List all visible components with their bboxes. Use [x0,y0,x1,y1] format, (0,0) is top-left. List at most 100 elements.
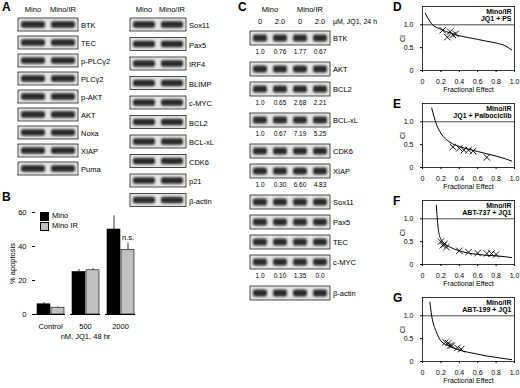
svg-text:µM, JQ1, 24 h: µM, JQ1, 24 h [333,18,377,26]
svg-text:Pax5: Pax5 [333,218,350,227]
svg-text:BTK: BTK [333,34,348,43]
svg-text:BCL-xL: BCL-xL [189,138,214,147]
svg-text:0: 0 [410,164,414,171]
svg-text:0.2: 0.2 [436,369,446,376]
svg-text:Fractional Effect: Fractional Effect [443,183,494,190]
svg-text:0.6: 0.6 [473,78,483,85]
svg-text:A: A [2,0,11,14]
svg-text:Mino: Mino [136,5,152,14]
svg-text:1.0: 1.0 [510,272,520,279]
svg-text:0.4: 0.4 [454,175,464,182]
svg-text:CI: CI [399,132,406,139]
svg-text:0.65: 0.65 [274,99,287,106]
svg-text:Control: Control [38,322,63,331]
svg-text:0: 0 [421,175,425,182]
svg-text:CDK6: CDK6 [333,147,353,156]
svg-text:2.0: 2.0 [275,17,285,26]
svg-text:Pax5: Pax5 [189,41,206,50]
svg-text:2000: 2000 [112,322,129,331]
svg-text:Mino/IRJQ1 + PS: Mino/IRJQ1 + PS [481,8,512,23]
svg-text:F: F [393,194,400,208]
svg-text:CI: CI [399,229,406,236]
svg-text:0.8: 0.8 [491,272,501,279]
svg-text:2.0: 2.0 [315,17,325,26]
svg-text:Fractional Effect: Fractional Effect [443,377,494,384]
svg-text:0: 0 [410,358,414,365]
svg-text:0.5: 0.5 [404,335,414,342]
svg-text:0.4: 0.4 [454,272,464,279]
svg-text:1.0: 1.0 [255,48,264,55]
svg-text:1.0: 1.0 [255,272,264,279]
svg-text:β-actin: β-actin [189,197,212,206]
svg-text:0.4: 0.4 [454,369,464,376]
svg-text:Puma: Puma [81,165,101,174]
svg-text:AKT: AKT [81,111,96,120]
svg-text:BLIMP: BLIMP [189,80,212,89]
svg-text:1.0: 1.0 [404,215,414,222]
svg-text:0: 0 [410,261,414,268]
svg-text:0.5: 0.5 [404,44,414,51]
svg-text:0.67: 0.67 [274,130,287,137]
svg-text:Sox11: Sox11 [333,198,354,207]
svg-text:B: B [2,190,11,204]
svg-text:nM, JQ1, 48 hr: nM, JQ1, 48 hr [61,332,111,341]
svg-text:c-MYC: c-MYC [189,99,212,108]
svg-text:Mino/IRABT-737 + JQ1: Mino/IRABT-737 + JQ1 [462,202,511,217]
svg-text:XIAP: XIAP [333,167,350,176]
svg-text:6.60: 6.60 [294,181,307,188]
svg-text:0.6: 0.6 [473,272,483,279]
svg-text:2.21: 2.21 [314,99,327,106]
svg-text:1.35: 1.35 [294,272,307,279]
svg-text:0.8: 0.8 [491,175,501,182]
svg-text:% apoptosis: % apoptosis [8,243,17,284]
svg-text:0.4: 0.4 [454,78,464,85]
svg-text:7.19: 7.19 [294,130,307,137]
svg-text:C: C [238,0,247,14]
svg-text:TEC: TEC [81,39,97,48]
svg-text:1.0: 1.0 [510,369,520,376]
svg-text:0.2: 0.2 [436,272,446,279]
svg-text:BCL-xL: BCL-xL [333,116,358,125]
svg-text:1.0: 1.0 [404,21,414,28]
svg-text:0.30: 0.30 [274,181,287,188]
svg-text:CI: CI [399,35,406,42]
svg-text:c-MYC: c-MYC [333,258,356,267]
svg-text:p-AKT: p-AKT [81,93,103,102]
svg-text:20: 20 [18,276,26,285]
svg-text:40: 40 [18,242,26,251]
svg-text:0: 0 [421,272,425,279]
svg-text:BCL2: BCL2 [333,85,352,94]
svg-text:Fractional Effect: Fractional Effect [443,280,494,287]
svg-text:1.0: 1.0 [255,99,264,106]
svg-text:Fractional Effect: Fractional Effect [443,86,494,93]
svg-text:β-actin: β-actin [333,289,356,298]
svg-text:XIAP: XIAP [81,147,98,156]
svg-text:1.0: 1.0 [404,312,414,319]
svg-text:0: 0 [421,369,425,376]
svg-text:IRF4: IRF4 [189,60,205,69]
svg-text:0.10: 0.10 [274,272,287,279]
svg-text:1.0: 1.0 [510,175,520,182]
svg-text:1.0: 1.0 [510,78,520,85]
svg-text:0.8: 0.8 [491,78,501,85]
svg-text:Mino: Mino [262,5,278,14]
svg-text:Mino: Mino [25,5,41,14]
svg-text:n.s.: n.s. [122,233,134,242]
svg-text:E: E [393,97,401,111]
svg-text:0.76: 0.76 [274,48,287,55]
svg-text:TEC: TEC [333,238,349,247]
svg-text:PLCγ2: PLCγ2 [81,75,104,84]
svg-text:60: 60 [18,208,26,217]
svg-text:Mino/IRABT-199 + JQ1: Mino/IRABT-199 + JQ1 [462,299,511,314]
svg-text:500: 500 [79,322,92,331]
svg-text:0.6: 0.6 [473,175,483,182]
svg-text:CI: CI [399,326,406,333]
svg-text:Mino/IR: Mino/IR [50,5,76,14]
svg-text:0: 0 [298,17,302,26]
svg-text:0.0: 0.0 [315,272,324,279]
svg-text:Noxa: Noxa [81,129,99,138]
svg-text:1.0: 1.0 [404,118,414,125]
svg-text:2.68: 2.68 [294,99,307,106]
svg-text:0.8: 0.8 [491,369,501,376]
svg-text:0.67: 0.67 [314,48,327,55]
